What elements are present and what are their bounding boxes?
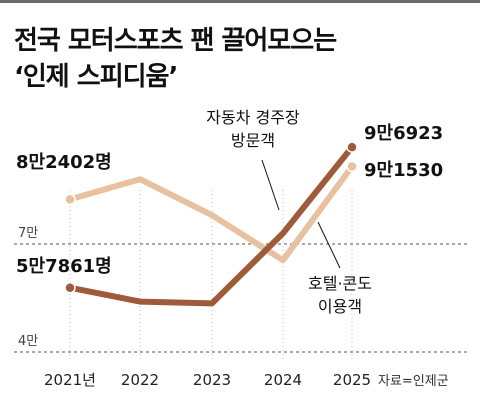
x-tick-label-4: 2025 xyxy=(333,371,371,389)
x-tick-label-2: 2023 xyxy=(193,371,231,389)
hotel-annotation-line2: 이용객 xyxy=(318,297,362,316)
chart-title-line2: ‘인제 스피디움’ xyxy=(14,62,178,92)
source-label: 자료=인제군 xyxy=(378,374,449,389)
x-tick-label-1: 2022 xyxy=(121,371,159,389)
hotel-point-4 xyxy=(346,160,358,173)
hotel-first-value-label: 8만2402명 xyxy=(16,152,112,173)
x-tick-label-0: 2021년 xyxy=(44,371,96,389)
circuit-last-value-label: 9만6923 xyxy=(364,123,443,144)
circuit-annotation-line2: 방문객 xyxy=(231,131,275,150)
hotel-point-0 xyxy=(64,193,76,206)
circuit-pointer-line xyxy=(261,159,280,211)
x-tick-label-3: 2024 xyxy=(264,371,302,389)
circuit-point-4 xyxy=(346,141,358,153)
circuit-series-line xyxy=(67,144,355,307)
y-tick-label-70000: 7만 xyxy=(18,226,38,241)
top-bar xyxy=(0,0,480,3)
hotel-annotation-line1: 호텔·콘도 xyxy=(308,274,372,293)
hotel-pointer-line xyxy=(317,221,341,269)
circuit-annotation-line1: 자동차 경주장 xyxy=(206,108,300,127)
chart-title-line1: 전국 모터스포츠 팬 끌어모으는 xyxy=(14,26,337,56)
circuit-point-0 xyxy=(64,281,76,294)
circuit-first-value-label: 5만7861명 xyxy=(16,256,112,277)
y-tick-label-40000: 4만 xyxy=(18,334,38,349)
hotel-series-line xyxy=(67,163,355,264)
hotel-last-value-label: 9만1530 xyxy=(364,160,443,181)
